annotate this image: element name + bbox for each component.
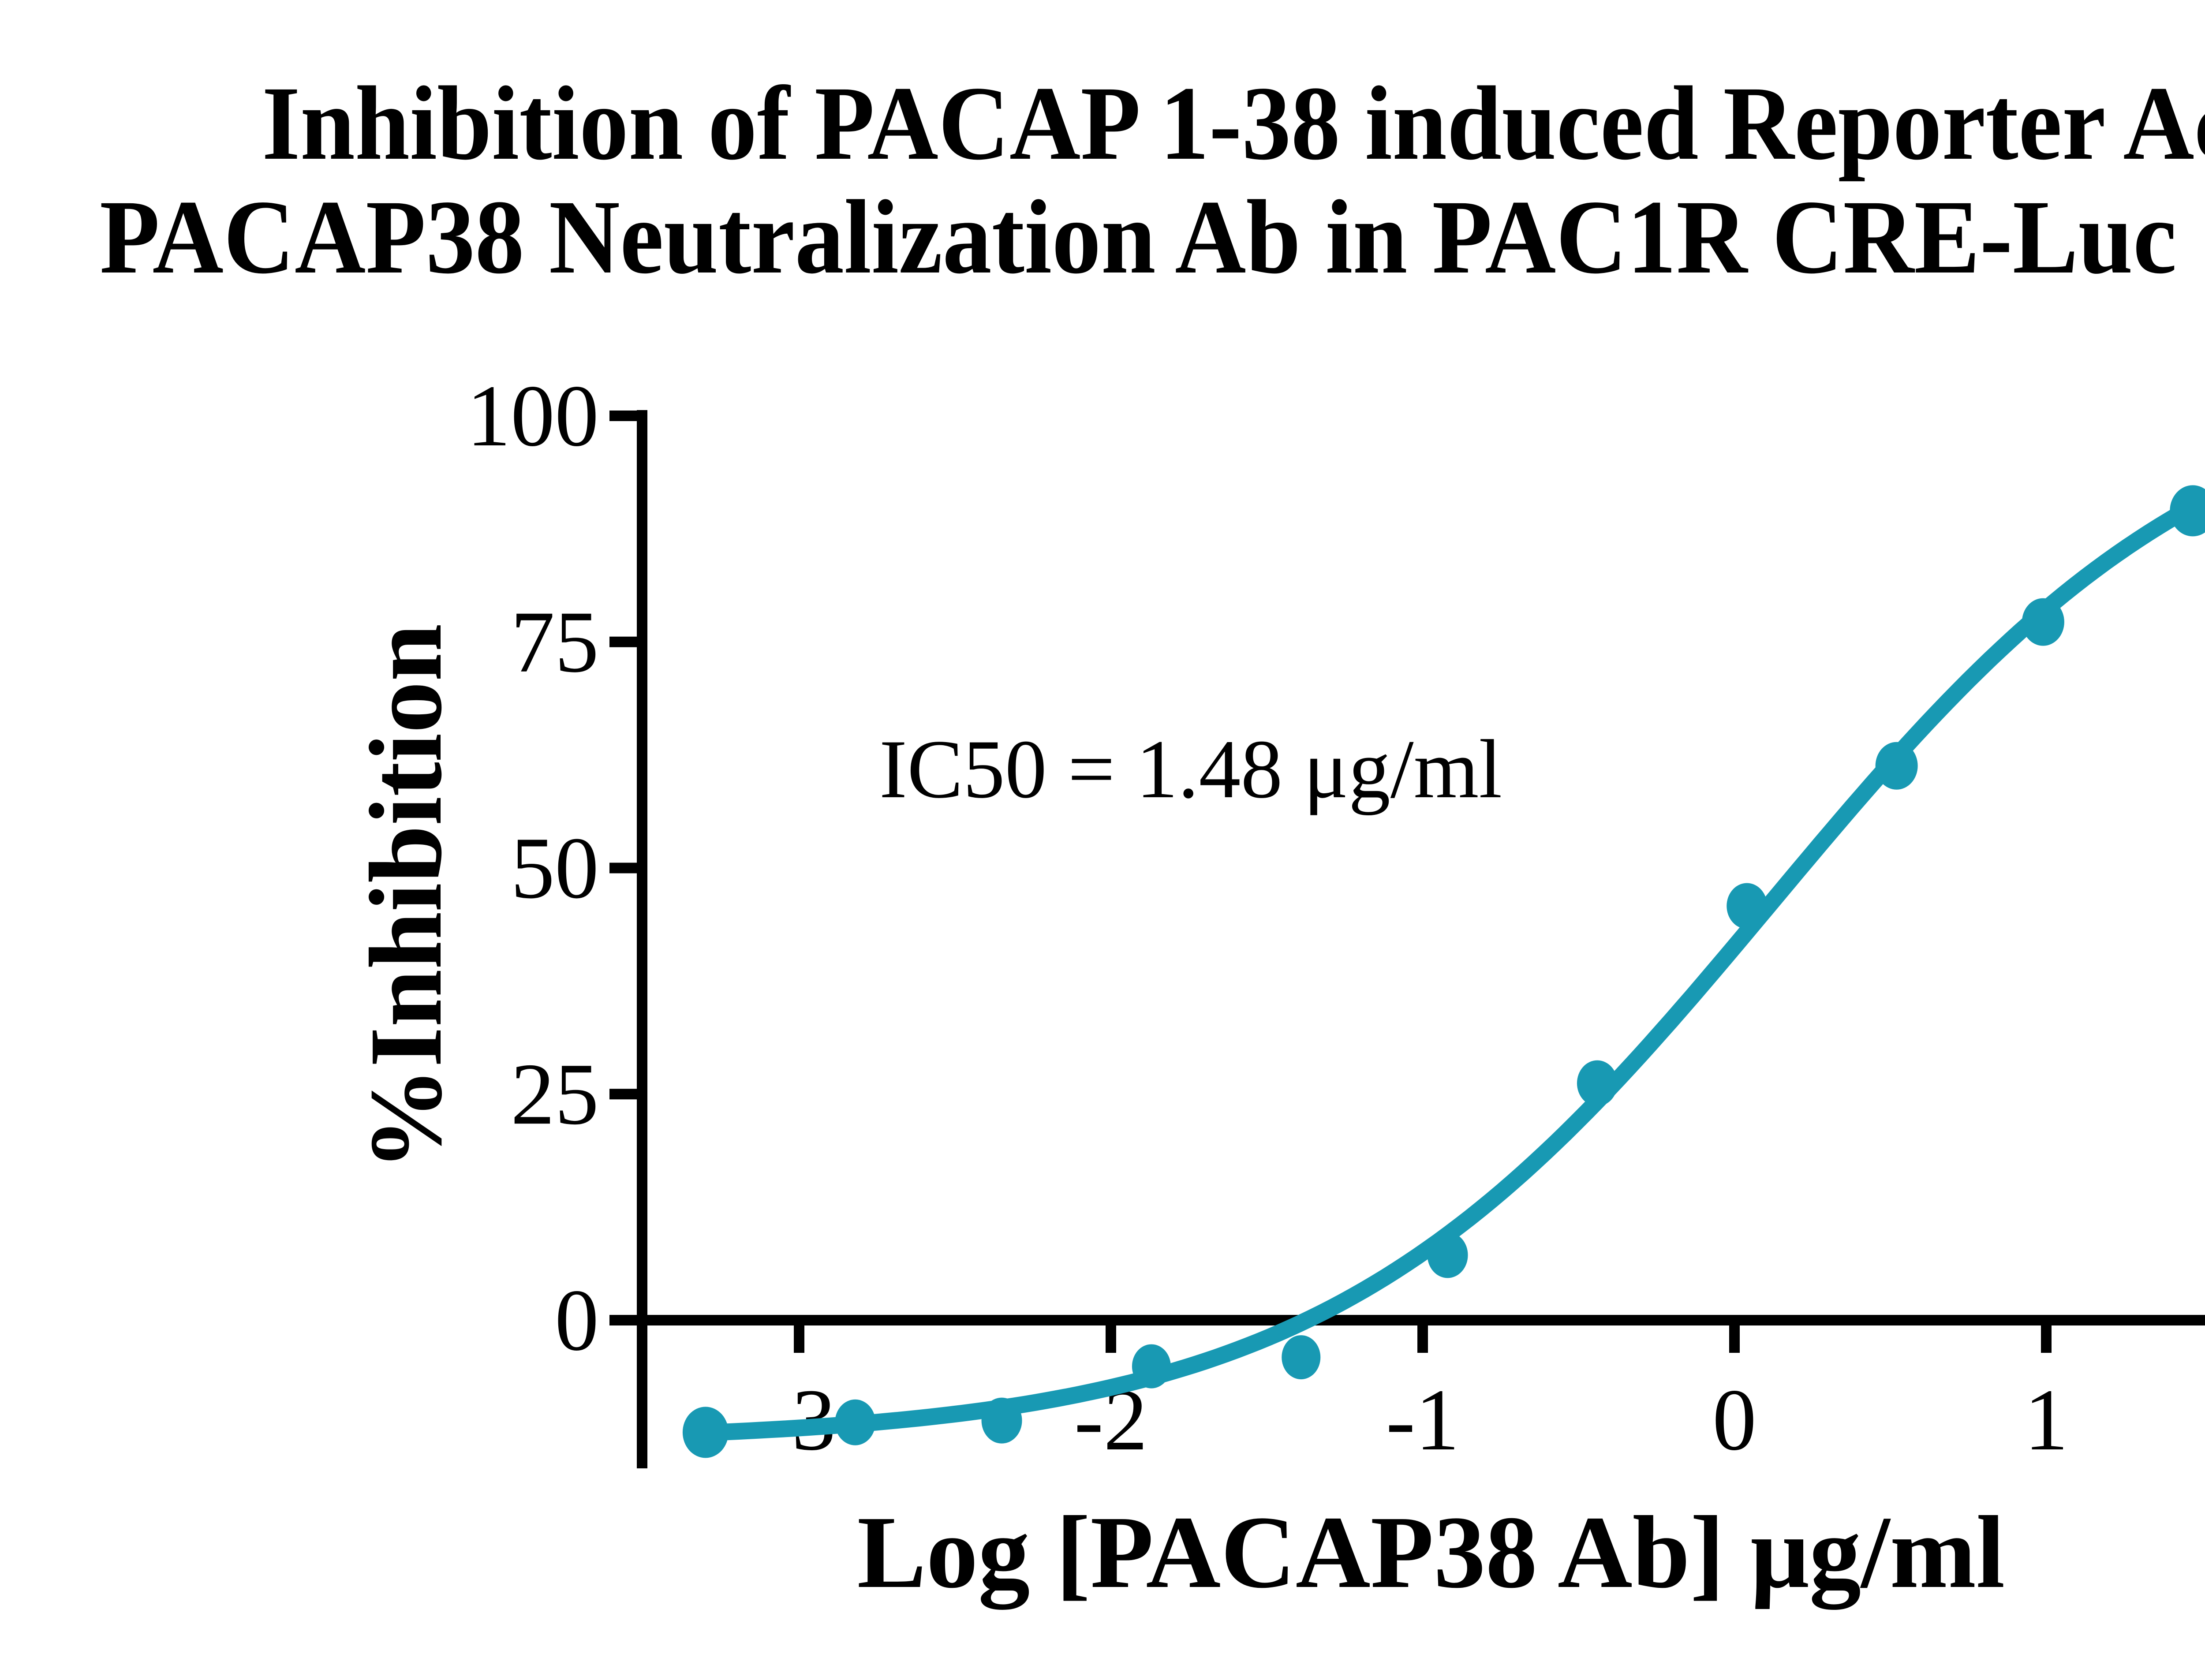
data-point-2 xyxy=(835,1399,876,1445)
y-tick-label-50: 50 xyxy=(511,820,599,917)
data-point-6 xyxy=(1427,1232,1468,1278)
chart-title-line2: PACAP38 Neutralization Ab in PAC1R CRE-L… xyxy=(99,178,2205,295)
data-point-5 xyxy=(1282,1335,1321,1380)
y-axis-title: %Inhibition xyxy=(348,623,463,1171)
y-tick-label-100: 100 xyxy=(467,367,599,465)
data-point-7 xyxy=(1577,1060,1618,1106)
data-point-10 xyxy=(2022,598,2064,646)
ic50-annotation: IC50 = 1.48 μg/ml xyxy=(879,723,1502,816)
chart-title: Inhibition of PACAP 1-38 induced Reporte… xyxy=(100,66,2205,294)
data-point-8 xyxy=(1727,883,1768,929)
chart-title-line1: Inhibition of PACAP 1-38 induced Reporte… xyxy=(262,64,2205,182)
y-tick-label-25: 25 xyxy=(511,1045,599,1143)
x-tick-label-1: 1 xyxy=(2024,1371,2068,1469)
x-tick-label-0: 0 xyxy=(1712,1371,1757,1469)
data-point-9 xyxy=(1875,742,1918,790)
x-axis-title: Log [PACAP38 Ab] μg/ml xyxy=(857,1495,2005,1609)
data-point-1 xyxy=(682,1407,729,1458)
y-tick-label-0: 0 xyxy=(555,1272,599,1369)
data-point-11 xyxy=(2170,485,2205,537)
fit-curve xyxy=(688,505,2189,1442)
x-tick-label--1: -1 xyxy=(1386,1371,1460,1469)
data-point-3 xyxy=(981,1397,1022,1444)
y-tick-label-75: 75 xyxy=(511,594,599,691)
data-point-4 xyxy=(1132,1344,1171,1389)
